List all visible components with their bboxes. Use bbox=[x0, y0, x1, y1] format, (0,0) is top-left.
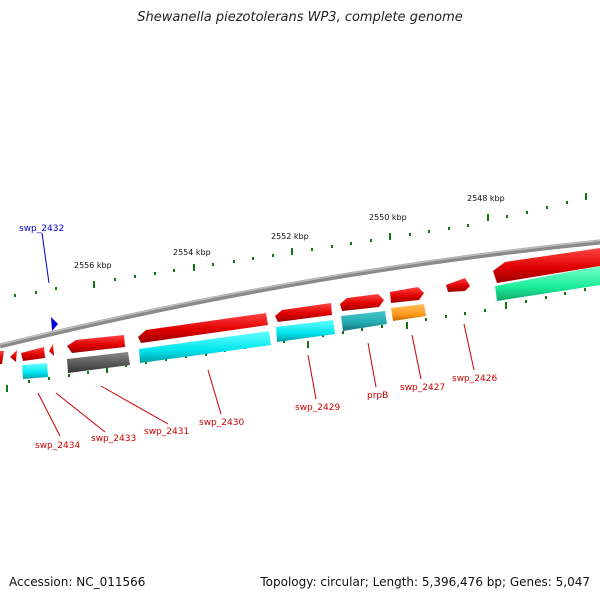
genome-backbone bbox=[0, 239, 600, 349]
gene-label-swp-2429[interactable]: swp_2429 bbox=[295, 403, 340, 413]
tick-label-2556: 2556 kbp bbox=[74, 261, 112, 270]
gene-arrow[interactable] bbox=[0, 351, 4, 364]
feature-track bbox=[22, 266, 600, 379]
gene-arrow[interactable] bbox=[21, 347, 45, 361]
feature-block[interactable] bbox=[67, 352, 130, 373]
gene-label-swp-2431[interactable]: swp_2431 bbox=[144, 427, 189, 437]
tick-label-2552: 2552 kbp bbox=[271, 232, 309, 241]
tick-label-2554: 2554 kbp bbox=[173, 248, 211, 257]
gene-arrow[interactable] bbox=[275, 303, 332, 322]
gene-label-swp-2434[interactable]: swp_2434 bbox=[35, 441, 80, 451]
genome-summary-text: Topology: circular; Length: 5,396,476 bp… bbox=[260, 575, 590, 589]
feature-block[interactable] bbox=[276, 320, 335, 342]
gene-arrow[interactable] bbox=[49, 344, 54, 356]
tick-label-2550: 2550 kbp bbox=[369, 213, 407, 222]
feature-block[interactable] bbox=[495, 266, 600, 301]
map-title: Shewanella piezotolerans WP3, complete g… bbox=[137, 10, 463, 25]
tick-label-2548: 2548 kbp bbox=[467, 194, 505, 203]
gene-label-swp-2426[interactable]: swp_2426 bbox=[452, 374, 497, 384]
gene-label-swp-2432[interactable]: swp_2432 bbox=[19, 224, 64, 234]
gene-arrow[interactable] bbox=[67, 335, 125, 353]
gene-arrow[interactable] bbox=[10, 350, 17, 362]
outer-tick-ring bbox=[14, 193, 587, 297]
gene-arrow[interactable] bbox=[493, 248, 600, 283]
gene-arrow[interactable] bbox=[340, 294, 384, 311]
feature-block[interactable] bbox=[391, 304, 426, 321]
gene-arrow[interactable] bbox=[446, 278, 470, 292]
label-leaders bbox=[37, 232, 475, 437]
gene-arrow[interactable] bbox=[138, 313, 268, 343]
gene-label-swp-2433[interactable]: swp_2433 bbox=[91, 434, 136, 444]
feature-block[interactable] bbox=[341, 311, 387, 331]
accession-text: Accession: NC_011566 bbox=[9, 575, 146, 589]
feature-block[interactable] bbox=[22, 363, 48, 379]
feature-block[interactable] bbox=[139, 331, 271, 363]
gene-arrow[interactable] bbox=[390, 287, 424, 303]
gene-label-swp-2430[interactable]: swp_2430 bbox=[199, 418, 244, 428]
cds-track bbox=[0, 248, 600, 364]
gene-label-swp-2427[interactable]: swp_2427 bbox=[400, 383, 445, 393]
gene-label-prpb[interactable]: prpB bbox=[367, 391, 388, 401]
marker-arrow-icon[interactable] bbox=[51, 317, 58, 331]
